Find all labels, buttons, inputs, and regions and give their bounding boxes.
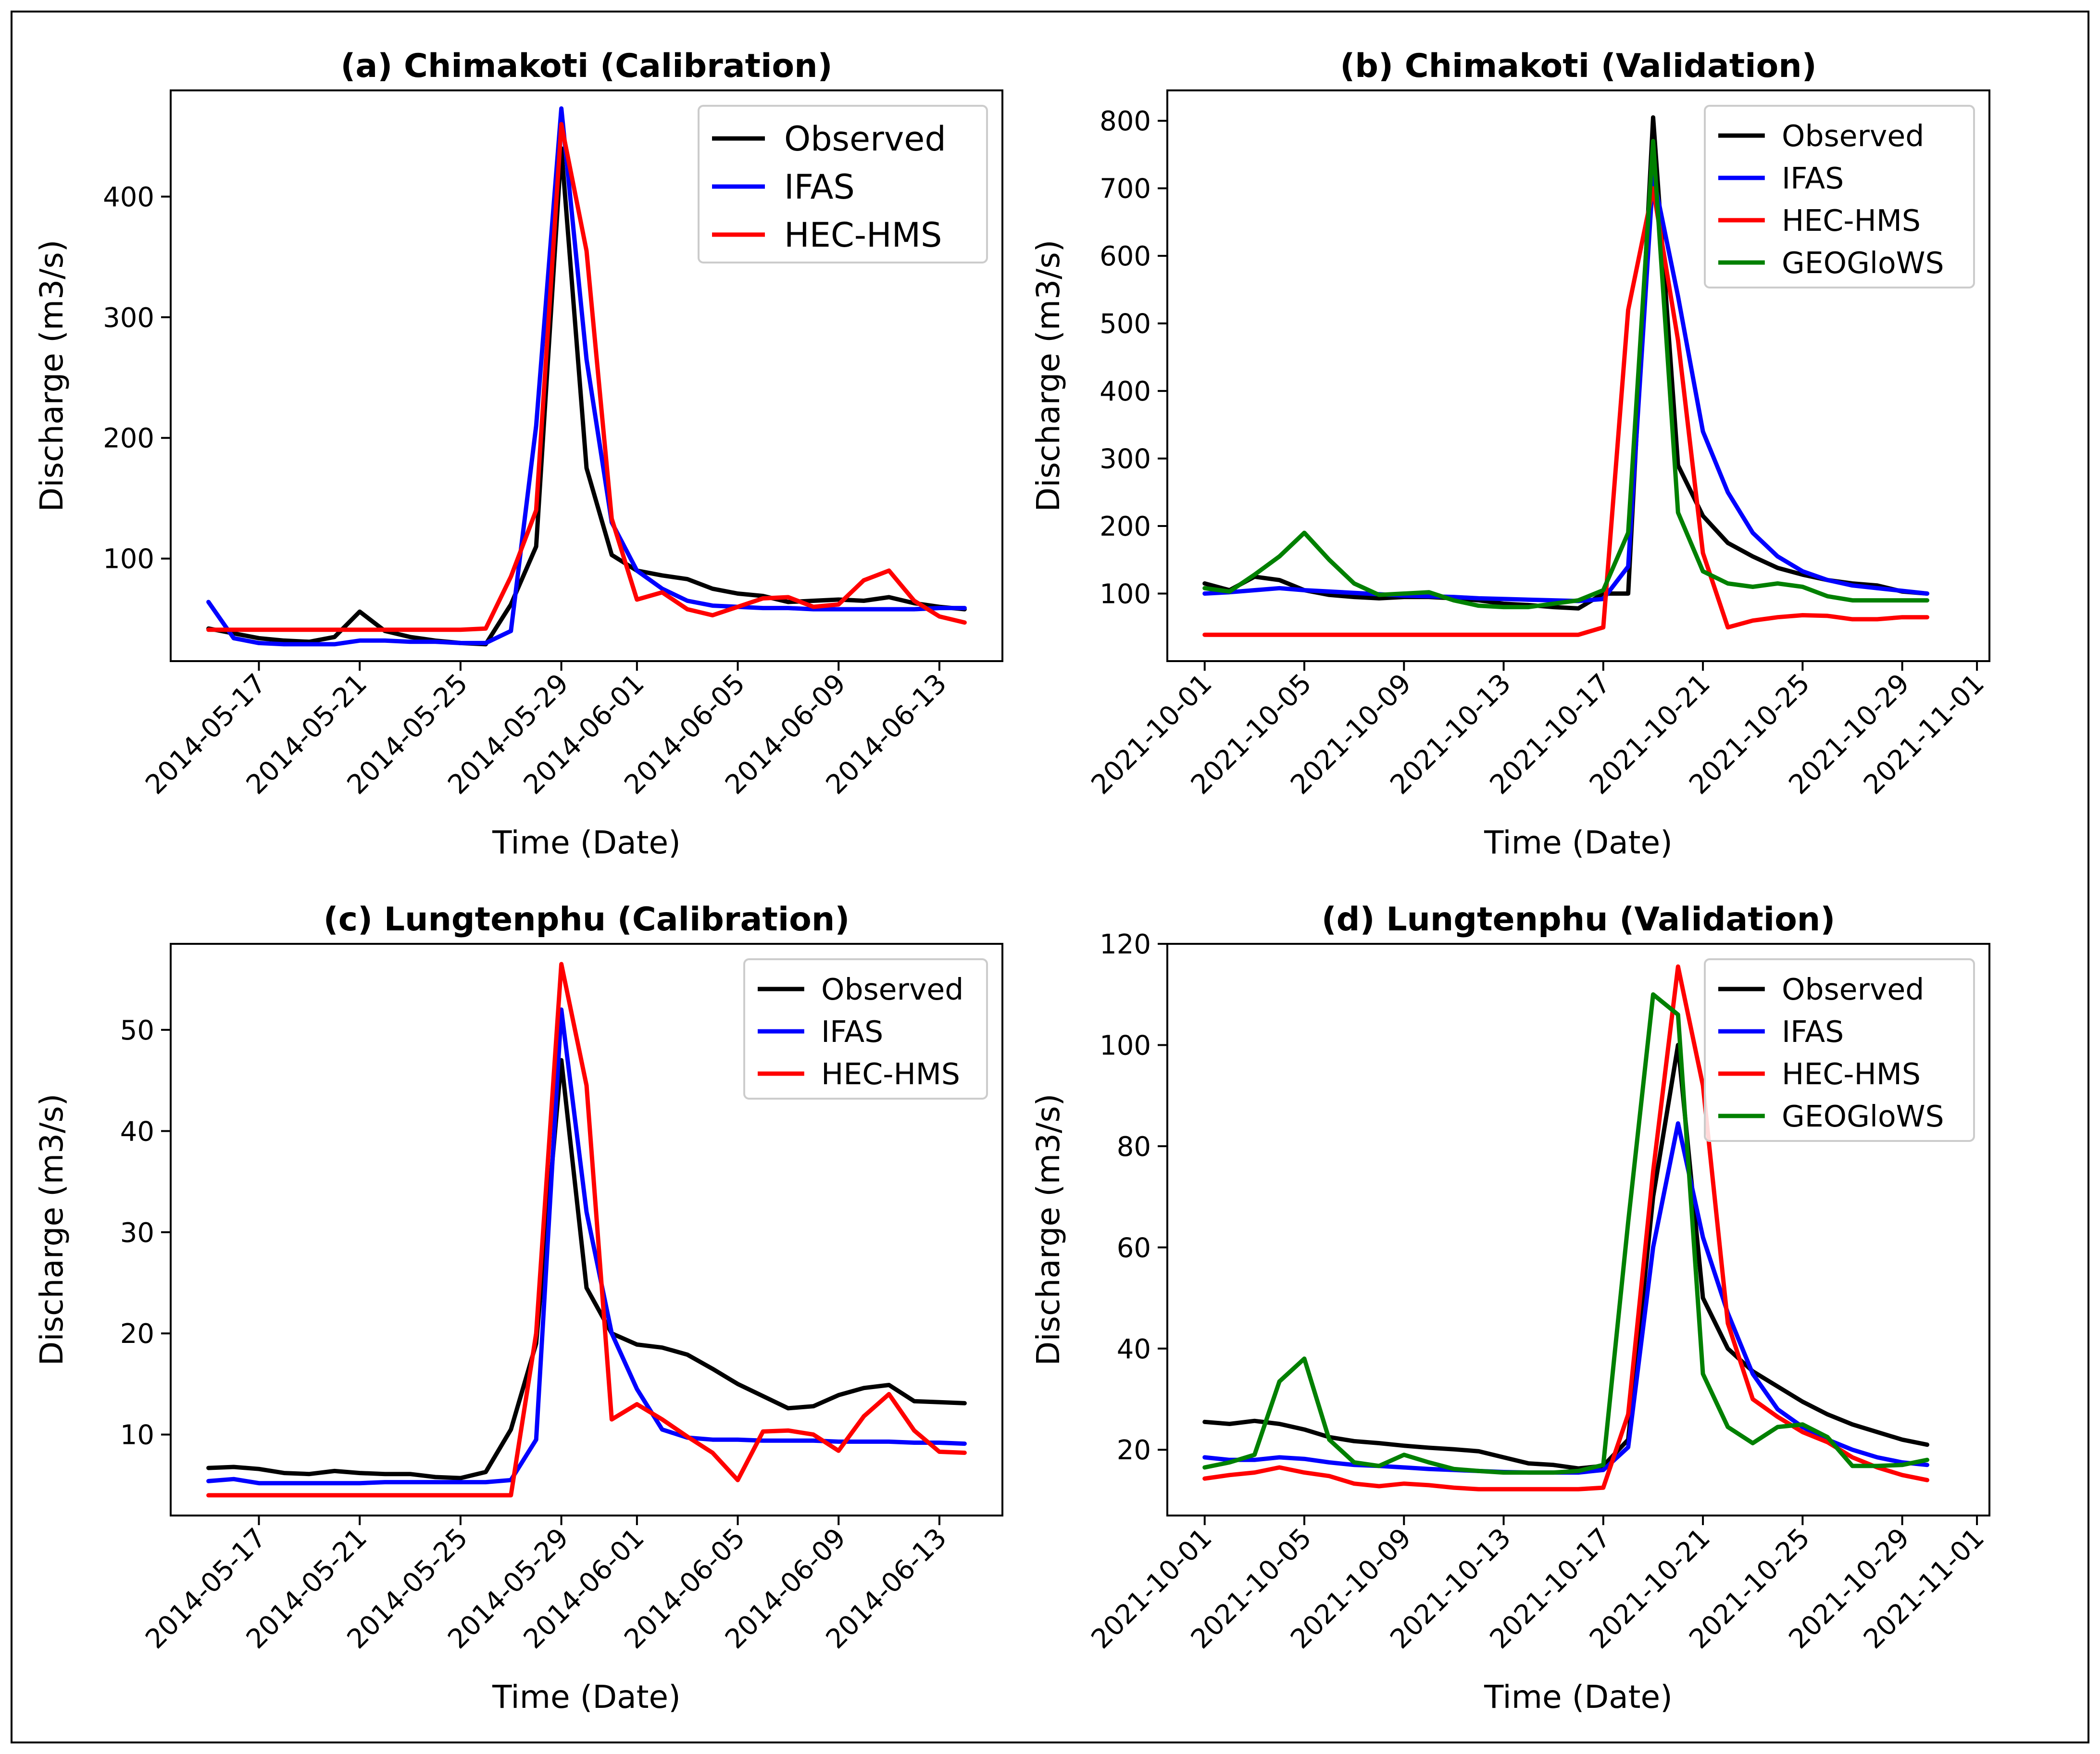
y-tick-label: 700 [1100, 174, 1151, 205]
axes-frame [170, 89, 1003, 662]
y-axis-label: Discharge (m3/s) [33, 1094, 70, 1366]
y-tick-label: 30 [120, 1217, 154, 1249]
legend-label: HEC-HMS [784, 215, 942, 255]
series-line-hec-hms [1202, 186, 1929, 637]
chart-title: (a) Chimakoti (Calibration) [340, 47, 832, 85]
legend-label: IFAS [784, 167, 855, 207]
y-tick-label: 200 [103, 423, 154, 454]
series-group [206, 106, 967, 647]
legend-label: IFAS [821, 1015, 883, 1049]
legend-label: HEC-HMS [1782, 203, 1921, 238]
series-line-observed [1202, 1042, 1929, 1471]
legend-label: Observed [1782, 972, 1924, 1007]
legend-label: Observed [821, 972, 963, 1007]
y-tick-label: 100 [1100, 1030, 1151, 1061]
chart-title: (d) Lungtenphu (Validation) [1322, 901, 1836, 939]
series-group [1202, 115, 1929, 637]
chart-title: (b) Chimakoti (Validation) [1340, 47, 1817, 85]
y-tick-label: 600 [1100, 241, 1151, 272]
y-tick-label: 200 [1100, 511, 1151, 542]
x-axis-label: Time (Date) [492, 1679, 681, 1716]
series-line-observed [206, 146, 967, 647]
y-tick-label: 80 [1117, 1131, 1151, 1163]
series-line-hec-hms [206, 122, 967, 632]
y-tick-label: 400 [1100, 376, 1151, 407]
legend-label: GEOGloWS [1782, 246, 1944, 280]
y-tick-label: 10 [120, 1420, 154, 1451]
y-tick-label: 500 [1100, 309, 1151, 340]
y-tick-label: 60 [1117, 1232, 1151, 1264]
x-axis-label: Time (Date) [1484, 824, 1673, 861]
chart-title: (c) Lungtenphu (Calibration) [324, 901, 850, 939]
series-group [206, 962, 967, 1498]
y-tick-label: 300 [103, 302, 154, 334]
y-tick-label: 300 [1100, 444, 1151, 475]
series-line-hec-hms [1202, 964, 1929, 1491]
legend-box [1704, 105, 1975, 288]
y-axis-label: Discharge (m3/s) [1030, 240, 1067, 512]
legend-label: IFAS [1782, 1015, 1844, 1049]
y-tick-label: 40 [1117, 1334, 1151, 1365]
legend: Observed IFAS HEC-HMS [743, 958, 988, 1100]
legend: Observed IFAS HEC-HMS [698, 105, 988, 263]
panel-c: (c) Lungtenphu (Calibration)102030405020… [33, 901, 1003, 1716]
legend-label: Observed [784, 119, 946, 159]
series-line-observed [206, 1058, 967, 1480]
series-group [1202, 964, 1929, 1491]
figure-frame [11, 11, 2089, 1743]
y-axis-label: Discharge (m3/s) [33, 240, 70, 512]
axes-frame [170, 943, 1003, 1516]
y-tick-label: 20 [1117, 1435, 1151, 1466]
y-tick-label: 40 [120, 1116, 154, 1147]
y-tick-label: 50 [120, 1015, 154, 1046]
legend-label: GEOGloWS [1782, 1099, 1944, 1134]
legend-box [1704, 958, 1975, 1142]
legend-label: HEC-HMS [1782, 1057, 1921, 1091]
panel-d: (d) Lungtenphu (Validation) 20 40 60 80 100 12… [1030, 901, 1990, 1716]
series-line-hec-hms [206, 962, 967, 1498]
y-tick-label: 100 [1100, 579, 1151, 610]
y-tick-label: 100 [103, 544, 154, 575]
panel-b: (b) Chimakoti (Validation) 100 200 300 400 50… [1030, 47, 1990, 861]
series-line-ifas [206, 106, 967, 647]
x-axis-label: Time (Date) [492, 824, 681, 861]
legend-label: Observed [1782, 119, 1924, 153]
panel-a: (a) Chimakoti (Calibration)1002003004002… [33, 47, 1003, 861]
series-line-geoglows [1202, 138, 1929, 610]
legend-label: IFAS [1782, 161, 1844, 196]
y-tick-label: 400 [103, 182, 154, 213]
legend: Observed IFAS HEC-HMS GEOGloWS [1704, 105, 1975, 288]
series-line-observed [1202, 115, 1929, 611]
legend-box [743, 958, 988, 1100]
legend-box [698, 105, 988, 263]
legend-label: HEC-HMS [821, 1057, 960, 1091]
series-line-geoglows [1202, 992, 1929, 1475]
y-tick-label: 120 [1100, 929, 1151, 960]
y-axis-label: Discharge (m3/s) [1030, 1094, 1067, 1366]
y-tick-label: 800 [1100, 106, 1151, 137]
axes-frame [1166, 943, 1990, 1516]
series-line-ifas [1202, 1121, 1929, 1475]
y-tick-label: 20 [120, 1318, 154, 1350]
x-axis-label: Time (Date) [1484, 1679, 1673, 1716]
series-line-ifas [206, 1007, 967, 1486]
legend: Observed IFAS HEC-HMS GEOGloWS [1704, 958, 1975, 1142]
axes-frame [1166, 89, 1990, 662]
